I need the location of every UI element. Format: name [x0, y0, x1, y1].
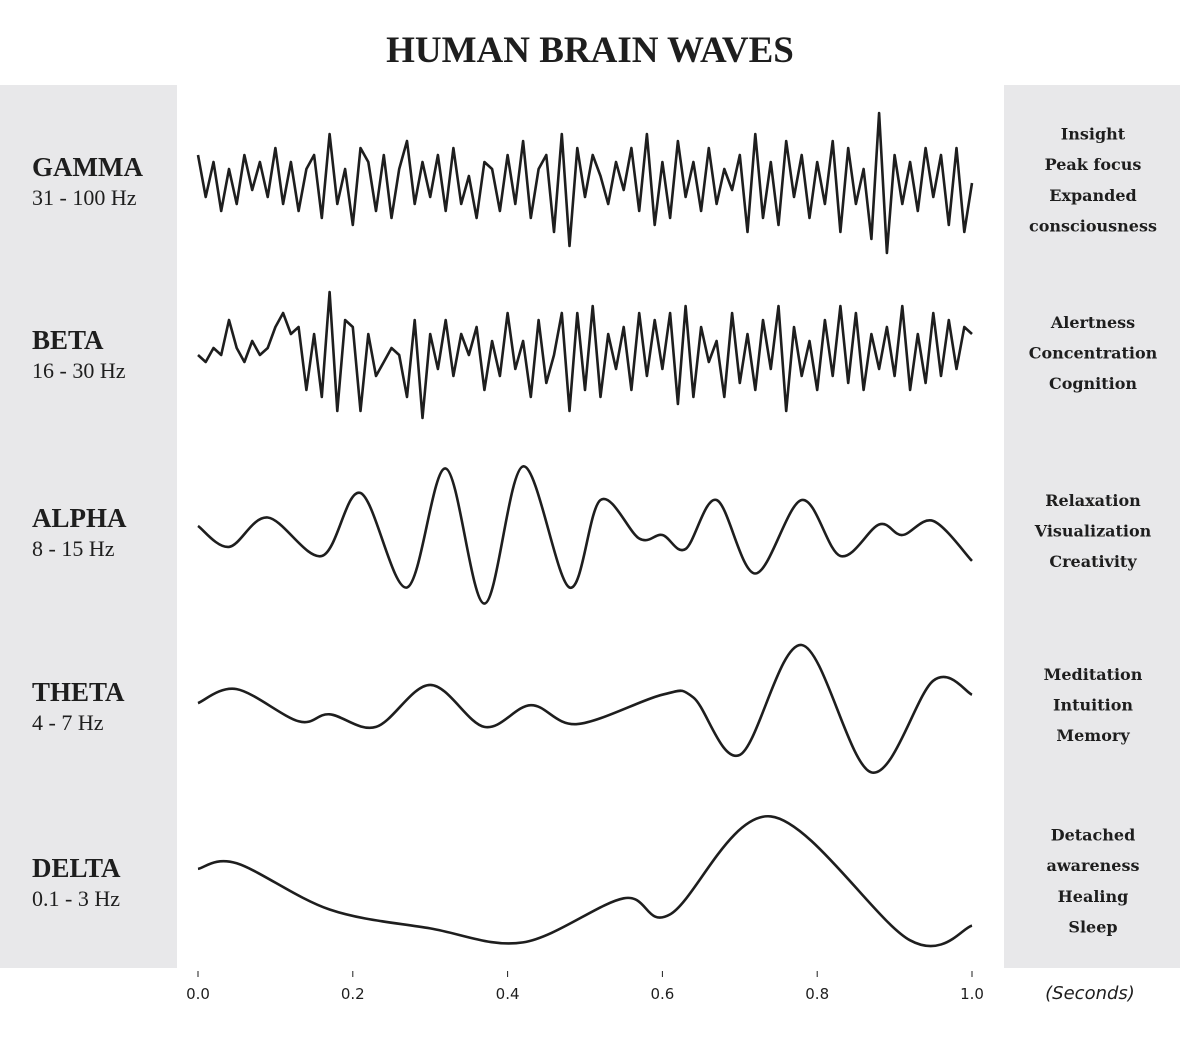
wave	[197, 290, 973, 420]
band-note: Sleep	[1068, 918, 1117, 937]
left-panel	[0, 85, 177, 968]
band-note: Relaxation	[1045, 491, 1141, 510]
band-note: Intuition	[1053, 696, 1133, 715]
band-note: Visualization	[1034, 522, 1152, 541]
band-note: Alertness	[1050, 313, 1135, 332]
wave	[197, 643, 973, 774]
x-tick-label: 1.0	[960, 985, 984, 1003]
wave	[196, 111, 974, 255]
band-note: Concentration	[1029, 344, 1158, 363]
band-note: Cognition	[1049, 374, 1137, 393]
band-note: Healing	[1058, 887, 1129, 906]
x-axis-label: (Seconds)	[1045, 983, 1135, 1004]
chart-title: HUMAN BRAIN WAVES	[386, 30, 794, 71]
x-tick-label: 0.8	[805, 985, 829, 1003]
band-note: Peak focus	[1045, 155, 1142, 174]
x-tick-label: 0.6	[650, 985, 674, 1003]
band-name: DELTA	[32, 853, 121, 883]
x-tick-label: 0.4	[496, 985, 520, 1003]
band-note: Memory	[1056, 726, 1130, 745]
band-range: 4 - 7 Hz	[32, 710, 104, 735]
band-note: Meditation	[1044, 665, 1143, 684]
right-panel	[1004, 85, 1180, 968]
band-note: Insight	[1061, 124, 1126, 143]
band-name: GAMMA	[32, 152, 143, 182]
band-range: 8 - 15 Hz	[32, 536, 115, 561]
band-note: awareness	[1047, 856, 1140, 875]
band-note: consciousness	[1029, 217, 1157, 236]
band-range: 0.1 - 3 Hz	[32, 886, 120, 911]
band-note: Creativity	[1049, 552, 1137, 571]
band-name: BETA	[32, 325, 104, 355]
x-tick-label: 0.2	[341, 985, 365, 1003]
wave	[197, 465, 973, 605]
band-name: ALPHA	[32, 503, 127, 533]
band-note: Detached	[1051, 825, 1136, 844]
band-range: 16 - 30 Hz	[32, 358, 126, 383]
wave	[197, 815, 973, 948]
band-note: Expanded	[1049, 186, 1136, 205]
band-range: 31 - 100 Hz	[32, 185, 137, 210]
x-tick-label: 0.0	[186, 985, 210, 1003]
band-name: THETA	[32, 677, 125, 707]
